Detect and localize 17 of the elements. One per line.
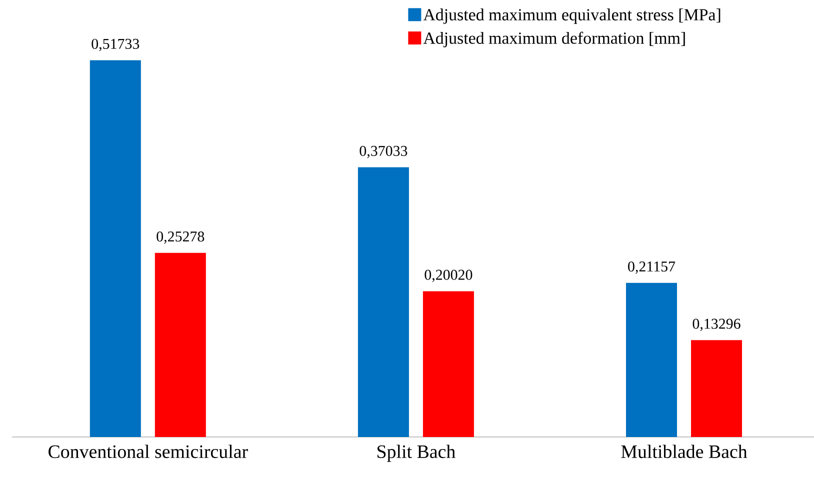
data-label: 0,37033: [360, 146, 408, 158]
x-tick-label: Conventional semicircular: [48, 444, 248, 458]
bar: [691, 340, 742, 437]
bar: [422, 291, 474, 437]
bar: [358, 167, 409, 437]
legend-label: Adjusted maximum deformation [mm]: [423, 32, 685, 48]
data-label: 0,21157: [628, 261, 676, 274]
bar: [154, 252, 206, 437]
x-tick-label: Split Bach: [378, 444, 456, 462]
data-label: 0,51733: [92, 38, 140, 52]
bar: [626, 282, 678, 437]
x-tick-label: Multiblade Bach: [621, 444, 748, 458]
bar: [90, 60, 141, 437]
legend-label: Adjusted maximum equivalent stress [MPa]: [423, 8, 720, 24]
data-label: 0,25278: [156, 231, 204, 244]
data-label: 0,13296: [692, 318, 740, 331]
data-label: 0,20020: [424, 270, 472, 282]
